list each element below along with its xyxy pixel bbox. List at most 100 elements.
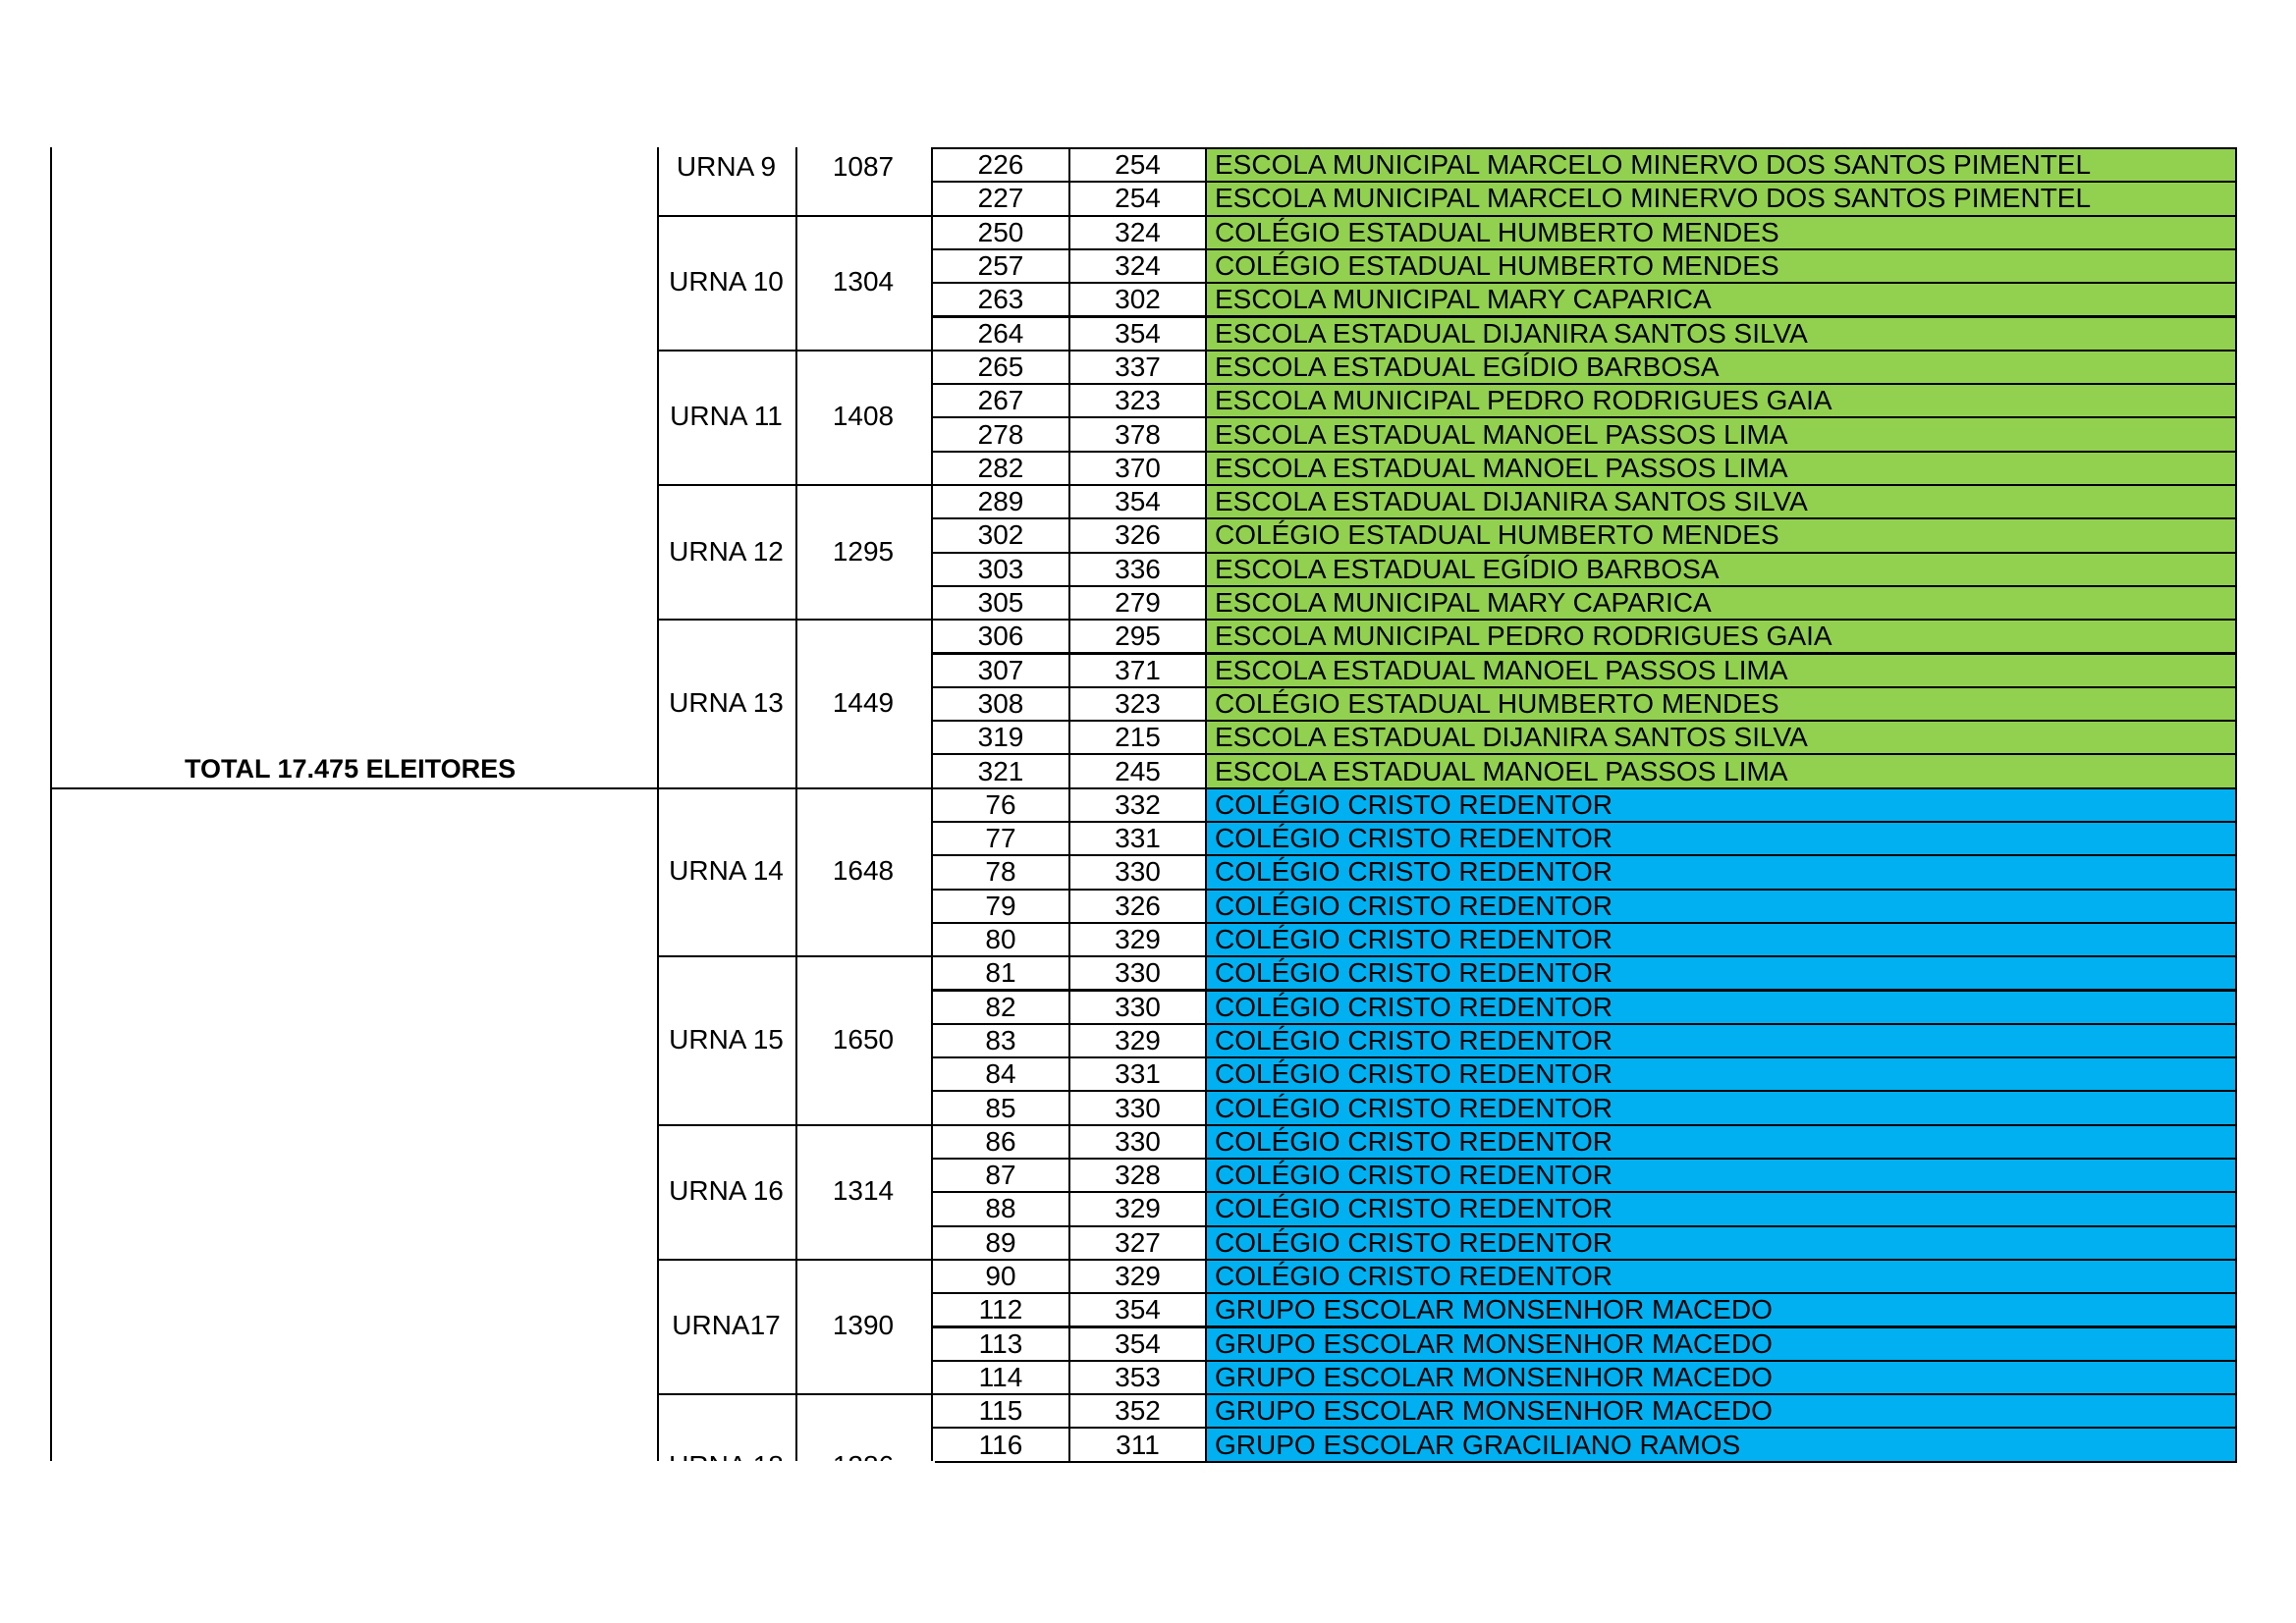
polling-place-cell: COLÉGIO CRISTO REDENTOR [1205,989,2237,1025]
urna-voter-total: 1650 [832,1023,895,1055]
section-number-cell: 112 [931,1292,1070,1328]
polling-place-cell: GRUPO ESCOLAR MONSENHOR MACEDO [1205,1393,2237,1430]
urna-voter-total: 1408 [832,401,895,432]
section-number-cell: 83 [931,1022,1070,1059]
section-number-cell: 319 [931,720,1070,756]
urna-label: URNA 12 [669,535,784,567]
polling-place-cell: COLÉGIO CRISTO REDENTOR [1205,854,2237,891]
polling-place-cell: COLÉGIO CRISTO REDENTOR [1205,1022,2237,1059]
voters-count-cell: 326 [1068,888,1207,924]
polling-place-cell: GRUPO ESCOLAR MONSENHOR MACEDO [1205,1292,2237,1328]
urna-voter-total: 1390 [832,1310,895,1341]
section-number-cell: 263 [931,282,1070,318]
urna-voter-total: 1087 [832,151,895,183]
section-separator-line [50,786,657,789]
voters-count-cell: 330 [1068,1090,1207,1126]
section-number-cell: 305 [931,584,1070,622]
page-break-mask-top [659,118,931,147]
urna-voter-total: 1449 [832,686,895,718]
voters-count-cell: 354 [1068,1325,1207,1362]
voters-count-cell: 215 [1068,720,1207,756]
section-number-cell: 226 [931,147,1070,184]
section-number-cell: 321 [931,753,1070,789]
voters-count-cell: 326 [1068,517,1207,554]
polling-place-cell: COLÉGIO ESTADUAL HUMBERTO MENDES [1205,214,2237,250]
urna-separator-line [657,786,931,789]
voters-count-cell: 328 [1068,1158,1207,1194]
polling-place-cell: GRUPO ESCOLAR GRACILIANO RAMOS [1205,1427,2237,1463]
voters-count-cell: 337 [1068,349,1207,386]
section-number-cell: 84 [931,1056,1070,1093]
urna-label: URNA 13 [669,686,784,718]
urna-voter-total: 1304 [832,266,895,298]
polling-place-cell: COLÉGIO ESTADUAL HUMBERTO MENDES [1205,517,2237,554]
urna-voter-total: 1295 [832,535,895,567]
section-number-cell: 308 [931,685,1070,723]
polling-place-cell: COLÉGIO CRISTO REDENTOR [1205,1056,2237,1093]
voters-count-cell: 254 [1068,181,1207,217]
urna-separator-line [657,955,931,958]
polling-place-cell: ESCOLA ESTADUAL EGÍDIO BARBOSA [1205,349,2237,386]
urna-label: URNA 14 [669,855,784,887]
polling-place-cell: ESCOLA ESTADUAL DIJANIRA SANTOS SILVA [1205,315,2237,352]
section-number-cell: 76 [931,786,1070,823]
voters-count-cell: 330 [1068,1123,1207,1160]
polling-place-cell: ESCOLA ESTADUAL MANOEL PASSOS LIMA [1205,652,2237,688]
polling-place-cell: ESCOLA MUNICIPAL PEDRO RODRIGUES GAIA [1205,383,2237,419]
polling-place-cell: ESCOLA ESTADUAL DIJANIRA SANTOS SILVA [1205,484,2237,520]
section-number-cell: 115 [931,1393,1070,1430]
section-number-cell: 113 [931,1325,1070,1362]
voters-count-cell: 354 [1068,1292,1207,1328]
polling-place-cell: COLÉGIO CRISTO REDENTOR [1205,821,2237,857]
polling-place-cell: COLÉGIO CRISTO REDENTOR [1205,955,2237,992]
section-number-cell: 264 [931,315,1070,352]
section-number-cell: 90 [931,1258,1070,1295]
polling-place-cell: COLÉGIO CRISTO REDENTOR [1205,921,2237,958]
section-number-cell: 267 [931,383,1070,419]
urna-separator-line [657,349,931,352]
polling-place-cell: COLÉGIO CRISTO REDENTOR [1205,1191,2237,1227]
section-number-cell: 116 [931,1427,1070,1463]
voters-count-cell: 254 [1068,147,1207,184]
polling-place-cell: ESCOLA ESTADUAL MANOEL PASSOS LIMA [1205,450,2237,486]
total-voters-label: TOTAL 17.475 ELEITORES [185,753,517,784]
voters-count-cell: 330 [1068,854,1207,891]
voters-count-cell: 279 [1068,584,1207,622]
polling-place-cell: ESCOLA ESTADUAL EGÍDIO BARBOSA [1205,551,2237,587]
page-break-mask-bottom [659,1461,935,1500]
urna-voter-total: 1314 [832,1175,895,1207]
polling-place-cell: ESCOLA ESTADUAL MANOEL PASSOS LIMA [1205,416,2237,453]
urna-label: URNA 15 [669,1023,784,1055]
polling-place-cell: ESCOLA ESTADUAL MANOEL PASSOS LIMA [1205,753,2237,789]
section-number-cell: 77 [931,821,1070,857]
voters-count-cell: 352 [1068,1393,1207,1430]
voters-count-cell: 332 [1068,786,1207,823]
polling-place-cell: COLÉGIO ESTADUAL HUMBERTO MENDES [1205,247,2237,285]
urna-separator-line [657,484,931,486]
voters-count-cell: 327 [1068,1224,1207,1261]
polling-place-cell: GRUPO ESCOLAR MONSENHOR MACEDO [1205,1359,2237,1396]
polling-place-cell: ESCOLA MUNICIPAL PEDRO RODRIGUES GAIA [1205,619,2237,655]
polling-place-cell: COLÉGIO ESTADUAL HUMBERTO MENDES [1205,685,2237,723]
polling-place-cell: ESCOLA MUNICIPAL MARCELO MINERVO DOS SAN… [1205,147,2237,184]
voters-count-cell: 330 [1068,955,1207,992]
section-number-cell: 81 [931,955,1070,992]
voters-count-cell: 336 [1068,551,1207,587]
polling-place-cell: ESCOLA MUNICIPAL MARY CAPARICA [1205,584,2237,622]
section-number-cell: 114 [931,1359,1070,1396]
urna-label: URNA17 [672,1310,781,1341]
voters-count-cell: 353 [1068,1359,1207,1396]
urna-separator-line [657,214,931,217]
polling-place-cell: COLÉGIO CRISTO REDENTOR [1205,1258,2237,1295]
voters-count-cell: 324 [1068,214,1207,250]
polling-place-cell: COLÉGIO CRISTO REDENTOR [1205,786,2237,823]
voters-count-cell: 331 [1068,1056,1207,1093]
polling-place-cell: ESCOLA ESTADUAL DIJANIRA SANTOS SILVA [1205,720,2237,756]
voters-count-cell: 295 [1068,619,1207,655]
section-number-cell: 85 [931,1090,1070,1126]
voters-count-cell: 323 [1068,685,1207,723]
section-number-cell: 289 [931,484,1070,520]
section-number-cell: 80 [931,921,1070,958]
polling-place-cell: COLÉGIO CRISTO REDENTOR [1205,1123,2237,1160]
section-number-cell: 278 [931,416,1070,453]
